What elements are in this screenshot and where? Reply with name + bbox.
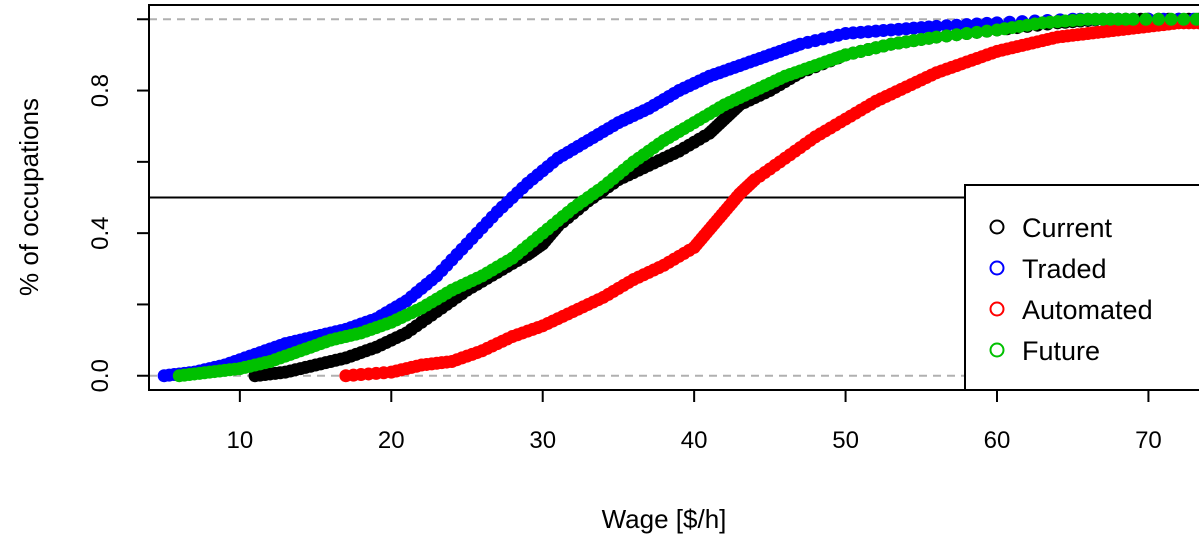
x-tick-label: 30 xyxy=(529,427,556,454)
legend-marker xyxy=(989,301,1005,317)
data-point xyxy=(1189,12,1199,26)
data-point xyxy=(980,24,994,38)
data-point xyxy=(1164,12,1178,26)
data-point xyxy=(1139,12,1153,26)
x-tick-label: 50 xyxy=(832,427,859,454)
data-point xyxy=(940,19,954,33)
data-point xyxy=(940,29,954,43)
data-point xyxy=(929,19,943,33)
x-tick-label: 70 xyxy=(1135,427,1162,454)
legend-label: Future xyxy=(1022,336,1100,366)
legend-marker xyxy=(989,219,1005,235)
series-future xyxy=(172,12,1199,383)
x-tick-label: 10 xyxy=(227,427,254,454)
series-layer xyxy=(157,12,1199,383)
legend-marker xyxy=(989,260,1005,276)
y-axis: 0.0 0.4 0.8 xyxy=(87,18,149,392)
data-point xyxy=(970,25,984,39)
legend: Current Traded Automated Future xyxy=(964,184,1199,391)
legend-box xyxy=(964,184,1199,391)
series-automated xyxy=(339,16,1199,383)
legend-label: Current xyxy=(1022,213,1113,243)
data-point xyxy=(1126,12,1140,26)
legend-label: Traded xyxy=(1022,254,1107,284)
x-tick-label: 20 xyxy=(378,427,405,454)
data-point xyxy=(1152,12,1166,26)
data-point xyxy=(960,18,974,32)
y-tick-label: 0.0 xyxy=(87,359,114,392)
plot-frame xyxy=(148,4,1199,391)
data-point xyxy=(1177,12,1191,26)
y-tick-label: 0.8 xyxy=(87,74,114,107)
x-axis-title: Wage [$/h] xyxy=(602,504,727,534)
data-point xyxy=(950,28,964,42)
x-tick-label: 40 xyxy=(681,427,708,454)
x-axis: 10 20 30 40 50 60 70 xyxy=(227,390,1162,454)
legend-label: Automated xyxy=(1022,295,1153,325)
data-point xyxy=(950,18,964,32)
y-axis-title: % of occupations xyxy=(14,98,44,296)
data-point xyxy=(929,30,943,44)
legend-marker xyxy=(989,342,1005,358)
data-point xyxy=(960,27,974,41)
x-tick-label: 60 xyxy=(984,427,1011,454)
y-tick-label: 0.4 xyxy=(87,216,114,249)
